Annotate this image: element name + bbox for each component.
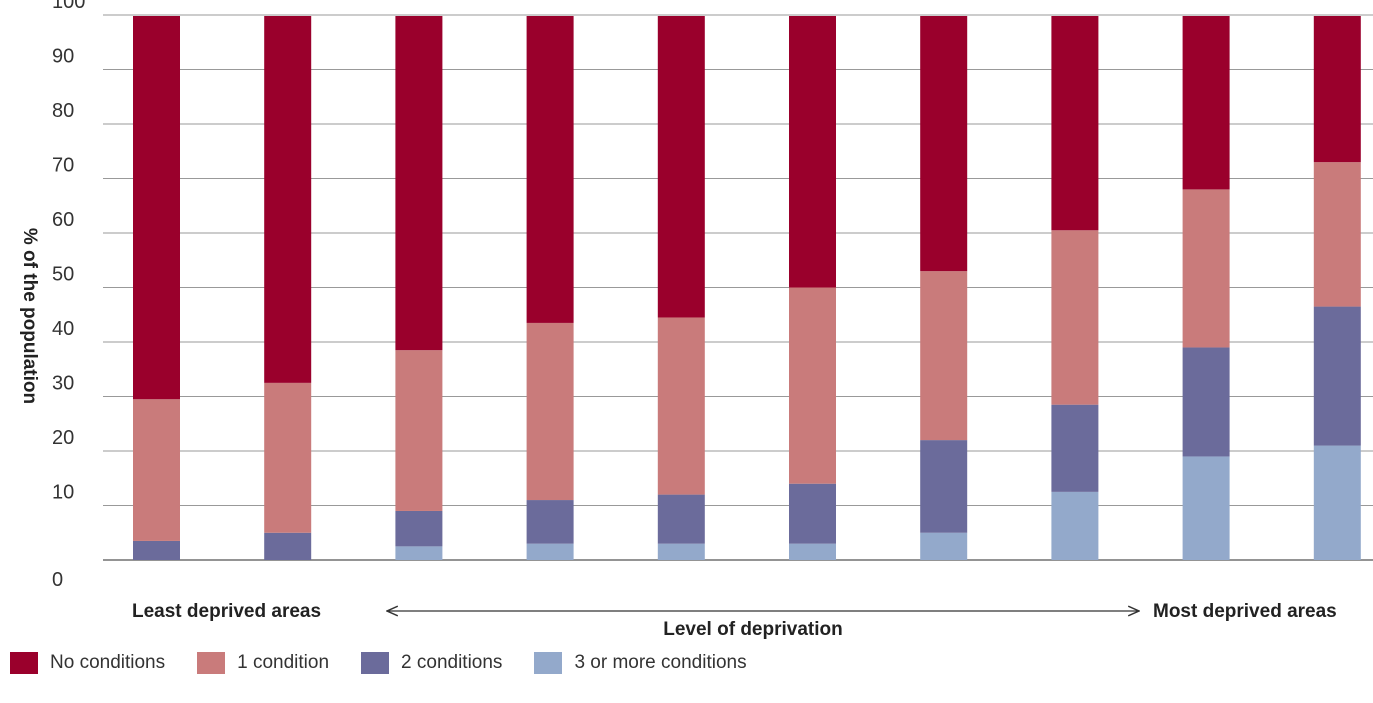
bar-segment-3-or-more-conditions-4 [526,543,574,560]
x-axis-title: Level of deprivation [663,619,842,640]
bar-segment-1-condition-5 [657,317,705,495]
y-tick-label: 80 [52,100,74,122]
legend-item-no-conditions: No conditions [10,652,165,674]
bar-segment-2-conditions-4 [526,500,574,544]
x-axis-right-label: Most deprived areas [1153,601,1337,622]
bar-segment-no-conditions-6 [789,16,836,288]
y-tick-label: 20 [52,427,74,449]
bar-segment-2-conditions-3 [395,510,443,547]
gridlines [103,14,1373,561]
y-tick-labels: 0 10 20 30 40 50 60 70 80 90 100 [52,0,85,591]
bar-segment-2-conditions-7 [920,440,968,533]
bar-segment-3-or-more-conditions-7 [920,532,968,560]
bar-segment-1-condition-3 [395,350,443,511]
bar-segment-2-conditions-10 [1313,306,1361,446]
bar-segment-3-or-more-conditions-8 [1051,491,1099,560]
x-axis-left-label: Least deprived areas [132,601,321,622]
bar-segment-no-conditions-5 [657,16,705,318]
bar-segment-3-or-more-conditions-5 [657,543,705,560]
y-tick-label: 10 [52,482,74,504]
chart-canvas: 0 10 20 30 40 50 60 70 80 90 100 % of the populati… [19,0,1373,640]
legend-label-2-conditions: 2 conditions [401,652,503,673]
bar-segment-1-condition-10 [1313,162,1361,307]
y-axis-label: % of the population [19,228,40,404]
bar-segment-1-condition-9 [1182,189,1230,348]
y-tick-label: 50 [52,264,74,286]
bar-segment-1-condition-2 [264,382,312,533]
bar-segment-2-conditions-5 [657,494,705,544]
bar-segment-no-conditions-9 [1182,16,1230,190]
bar-segment-no-conditions-10 [1313,16,1361,163]
bar-segment-1-condition-1 [133,399,180,541]
legend-label-1-condition: 1 condition [237,652,330,673]
y-tick-label: 60 [52,209,74,231]
bar-segment-1-condition-4 [526,322,574,501]
legend-swatch-1-condition [197,652,226,674]
bar-segment-1-condition-8 [1051,230,1099,405]
bar-segment-2-conditions-1 [133,540,180,560]
bar-segment-1-condition-6 [789,287,836,484]
bar-segment-1-condition-7 [920,271,968,441]
bar-segment-2-conditions-2 [264,532,312,560]
bar-segment-3-or-more-conditions-10 [1313,445,1361,560]
legend-label-no-conditions: No conditions [50,652,166,673]
y-tick-label: 40 [52,318,74,340]
bar-segment-2-conditions-9 [1182,347,1230,457]
bar-segment-no-conditions-1 [133,16,180,400]
chart-legend: No conditions 1 condition 2 conditions 3… [10,652,779,674]
bar-segment-no-conditions-7 [920,16,968,272]
y-tick-label: 0 [52,569,63,591]
bar-segment-3-or-more-conditions-6 [789,543,836,560]
bars [133,16,1361,560]
legend-swatch-no-conditions [10,652,38,674]
y-tick-label: 100 [52,0,85,13]
legend-label-3-or-more-conditions: 3 or more conditions [574,652,747,673]
y-tick-label: 30 [52,373,74,395]
bar-segment-2-conditions-6 [789,483,836,544]
legend-item-3-or-more-conditions: 3 or more conditions [534,652,747,674]
bar-segment-2-conditions-8 [1051,404,1099,492]
bar-segment-no-conditions-8 [1051,16,1099,231]
y-tick-label: 70 [52,155,74,177]
bar-segment-no-conditions-2 [264,16,312,383]
y-tick-label: 90 [52,46,74,68]
bar-segment-no-conditions-4 [526,16,574,323]
bar-segment-3-or-more-conditions-9 [1182,456,1230,560]
legend-item-1-condition: 1 condition [197,652,329,674]
bar-segment-3-or-more-conditions-3 [395,546,443,560]
legend-swatch-3-or-more-conditions [534,652,563,674]
legend-swatch-2-conditions [361,652,390,674]
bar-segment-no-conditions-3 [395,16,443,351]
legend-item-2-conditions: 2 conditions [361,652,502,674]
